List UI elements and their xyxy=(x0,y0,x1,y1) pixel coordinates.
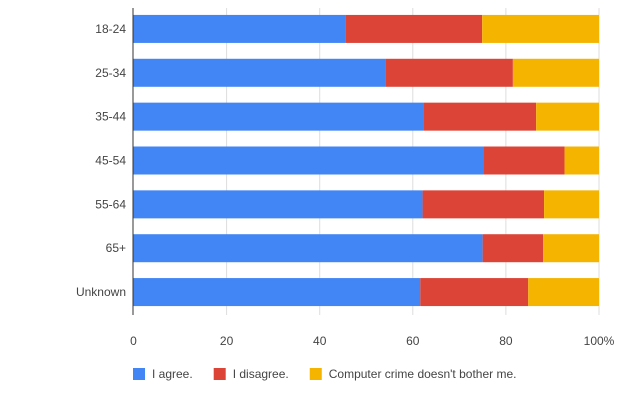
bar-segment-1 xyxy=(482,234,544,263)
bar-segment-0 xyxy=(133,278,421,307)
bar-segment-0 xyxy=(133,58,386,87)
category-label: 25-34 xyxy=(95,66,126,80)
legend-label: I agree. xyxy=(152,367,193,381)
bar-segment-2 xyxy=(528,278,599,307)
bar-segment-2 xyxy=(544,190,599,219)
bar-segment-0 xyxy=(133,102,424,131)
bar-segment-0 xyxy=(133,190,423,219)
bar-segment-1 xyxy=(423,102,537,131)
legend-label: I disagree. xyxy=(233,367,289,381)
bar-segment-1 xyxy=(483,146,565,175)
bar-segment-2 xyxy=(564,146,599,175)
bar-segment-0 xyxy=(133,146,484,175)
legend-swatch xyxy=(133,368,145,380)
category-label: 35-44 xyxy=(95,110,126,124)
legend-swatch xyxy=(309,368,322,380)
bar-segment-2 xyxy=(512,58,599,87)
category-label: 55-64 xyxy=(95,197,126,211)
bar-segment-2 xyxy=(543,234,599,263)
bar-segment-1 xyxy=(385,58,513,87)
bar-segment-2 xyxy=(536,102,599,131)
bar-segment-0 xyxy=(133,14,346,43)
category-label: 65+ xyxy=(106,241,126,255)
x-tick-labels: 0 20 40 60 80 100% xyxy=(130,334,615,348)
x-tick-label: 20 xyxy=(220,334,234,348)
x-tick-label: 60 xyxy=(406,334,420,348)
x-tick-label: 80 xyxy=(499,334,513,348)
x-tick-label: 0 xyxy=(130,334,137,348)
category-label: 18-24 xyxy=(95,22,126,36)
bar-segment-1 xyxy=(422,190,545,219)
legend-label: Computer crime doesn't bother me. xyxy=(329,367,517,381)
bar-segment-2 xyxy=(482,14,599,43)
category-labels: 18-24 25-34 35-44 45-54 55-64 65+ Unknown xyxy=(76,22,126,299)
bar-segment-0 xyxy=(133,234,483,263)
legend-swatch xyxy=(213,368,226,380)
legend: I agree. I disagree. Computer crime doesn'… xyxy=(133,367,516,381)
category-label: 45-54 xyxy=(95,154,126,168)
x-tick-label: 40 xyxy=(313,334,327,348)
category-label: Unknown xyxy=(76,285,126,299)
bar-segment-1 xyxy=(345,14,483,43)
x-tick-label: 100% xyxy=(584,334,615,348)
bars xyxy=(133,14,599,307)
bar-segment-1 xyxy=(420,278,529,307)
